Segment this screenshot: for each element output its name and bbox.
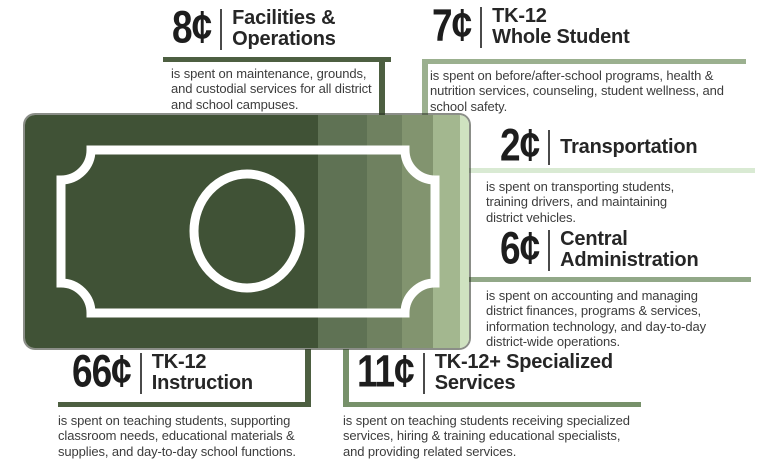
description-facilities: is spent on maintenance, grounds, and cu… xyxy=(171,66,372,112)
heading-divider xyxy=(480,7,483,48)
heading-divider xyxy=(548,230,551,271)
amount-whole-student: 7¢ xyxy=(432,0,472,51)
rule-whole-student xyxy=(422,59,746,64)
callout-heading-central-admin: 6¢ Central Administration xyxy=(500,223,699,274)
connector-instruction xyxy=(305,349,311,402)
rule-instruction xyxy=(58,402,311,407)
callout-heading-facilities: 8¢ Facilities & Operations xyxy=(172,2,336,53)
description-instruction: is spent on teaching students, supportin… xyxy=(58,413,296,459)
rule-transportation xyxy=(466,168,755,173)
dollar-bill-icon xyxy=(25,115,469,348)
connector-facilities xyxy=(379,60,385,116)
amount-facilities: 8¢ xyxy=(172,2,212,53)
description-specialized: is spent on teaching students receiving … xyxy=(343,413,630,459)
amount-transportation: 2¢ xyxy=(500,120,540,171)
heading-divider xyxy=(139,353,142,394)
title-transportation: Transportation xyxy=(560,135,698,158)
callout-heading-transportation: 2¢ Transportation xyxy=(500,123,698,168)
rule-specialized xyxy=(343,402,641,407)
bill-frame-icon xyxy=(56,145,440,318)
title-specialized: TK-12+ Specialized Services xyxy=(434,351,613,395)
title-central-admin: Central Administration xyxy=(560,228,699,272)
title-instruction: TK-12 Instruction xyxy=(151,351,253,395)
description-transportation: is spent on transporting students, train… xyxy=(486,179,675,225)
bill-segment-transportation xyxy=(460,115,469,348)
amount-instruction: 66¢ xyxy=(72,346,132,397)
callout-heading-specialized: 11¢ TK-12+ Specialized Services xyxy=(357,346,613,397)
amount-central-admin: 6¢ xyxy=(500,223,540,274)
rule-facilities xyxy=(163,57,391,62)
amount-specialized: 11¢ xyxy=(357,346,415,397)
heading-divider xyxy=(422,353,425,394)
callout-heading-whole-student: 7¢ TK-12 Whole Student xyxy=(432,0,630,51)
heading-divider xyxy=(548,130,551,165)
callout-heading-instruction: 66¢ TK-12 Instruction xyxy=(72,346,253,397)
connector-whole-student xyxy=(422,62,428,116)
title-whole-student: TK-12 Whole Student xyxy=(492,5,630,49)
description-whole-student: is spent on before/after-school programs… xyxy=(430,68,724,114)
title-facilities: Facilities & Operations xyxy=(232,7,336,51)
heading-divider xyxy=(220,9,223,50)
rule-central-admin xyxy=(466,277,751,282)
description-central-admin: is spent on accounting and managing dist… xyxy=(486,288,706,349)
connector-specialized xyxy=(343,349,349,402)
